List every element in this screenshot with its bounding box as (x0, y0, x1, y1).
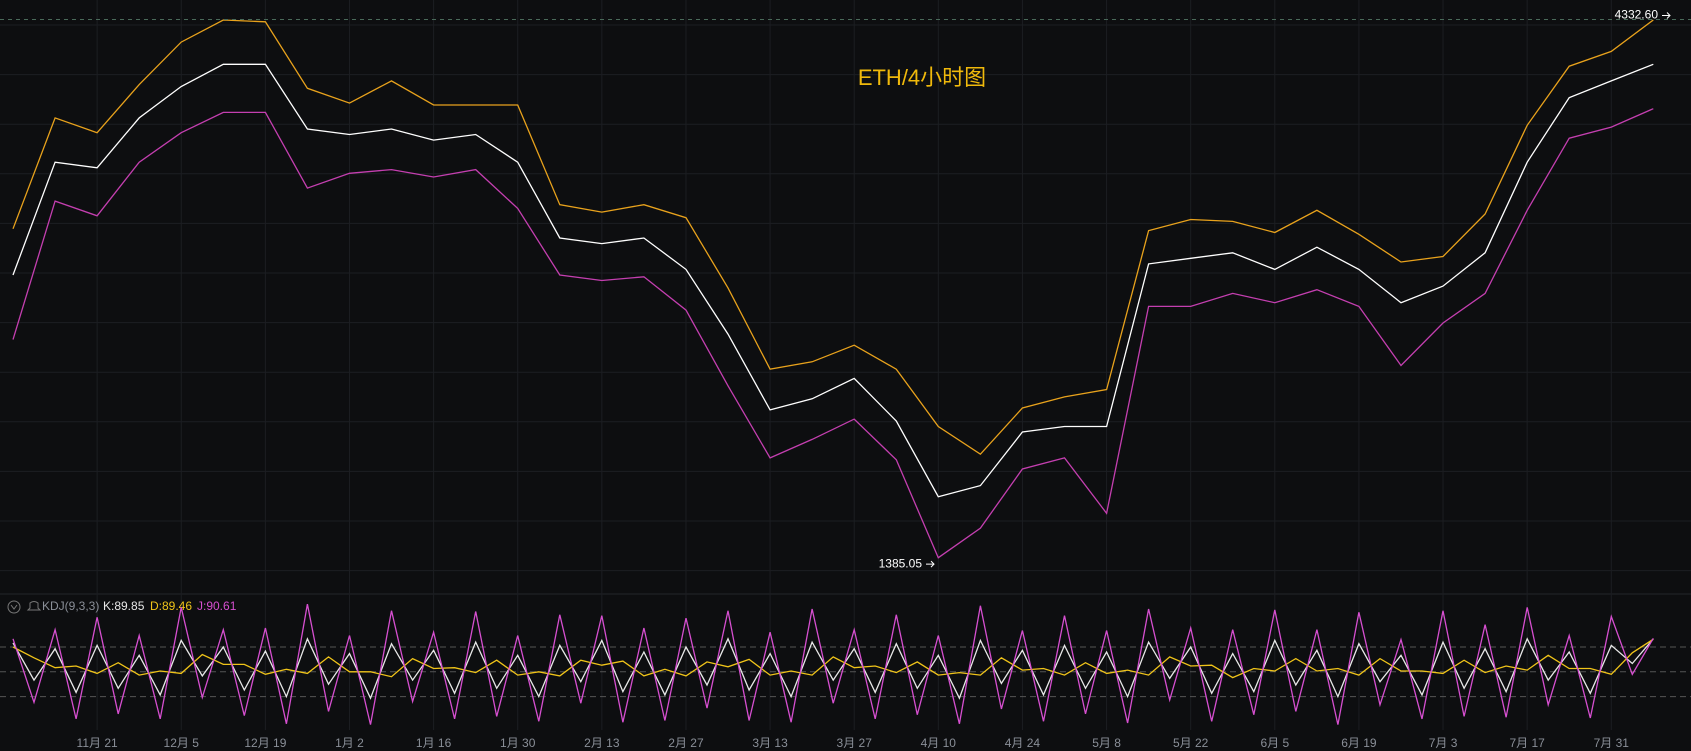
high-arrow (1662, 12, 1671, 19)
alert-icon[interactable] (26, 601, 42, 611)
x-tick-label: 2月 27 (668, 736, 704, 750)
chart-title: ETH/4小时图 (858, 65, 986, 90)
high-label: 4332.60 (1615, 8, 1659, 22)
grid (0, 0, 1691, 730)
series-line (12, 108, 1654, 559)
legend-d: D:89.46 (150, 599, 192, 613)
x-tick-label: 4月 24 (1005, 736, 1041, 750)
x-tick-label: 1月 30 (500, 736, 536, 750)
x-tick-label: 6月 5 (1260, 736, 1289, 750)
x-tick-label: 7月 31 (1594, 736, 1630, 750)
x-tick-label: 7月 17 (1509, 736, 1545, 750)
series-line (12, 638, 1654, 679)
indicator-title: KDJ(9,3,3) (42, 599, 99, 613)
legend-k: K:89.85 (103, 599, 145, 613)
x-tick-label: 5月 8 (1092, 736, 1121, 750)
x-tick-label: 3月 13 (752, 736, 788, 750)
series-line (12, 63, 1654, 498)
x-tick-label: 2月 13 (584, 736, 620, 750)
x-tick-label: 12月 5 (164, 736, 200, 750)
x-tick-label: 1月 2 (335, 736, 364, 750)
series-line (12, 19, 1654, 456)
low-arrow (926, 560, 935, 568)
x-tick-label: 1月 16 (416, 736, 452, 750)
x-tick-label: 4月 10 (921, 736, 957, 750)
x-tick-label: 6月 19 (1341, 736, 1377, 750)
x-tick-label: 12月 19 (244, 736, 286, 750)
series-line (12, 637, 1654, 700)
x-tick-label: 3月 27 (837, 736, 873, 750)
collapse-chevron (10, 604, 18, 610)
x-tick-label: 7月 3 (1429, 736, 1458, 750)
legend-j: J:90.61 (197, 599, 237, 613)
x-tick-label: 11月 21 (77, 736, 118, 750)
series-line (12, 603, 1654, 725)
x-tick-label: 5月 22 (1173, 736, 1209, 750)
collapse-icon[interactable] (7, 600, 21, 614)
low-label: 1385.05 (879, 556, 923, 570)
